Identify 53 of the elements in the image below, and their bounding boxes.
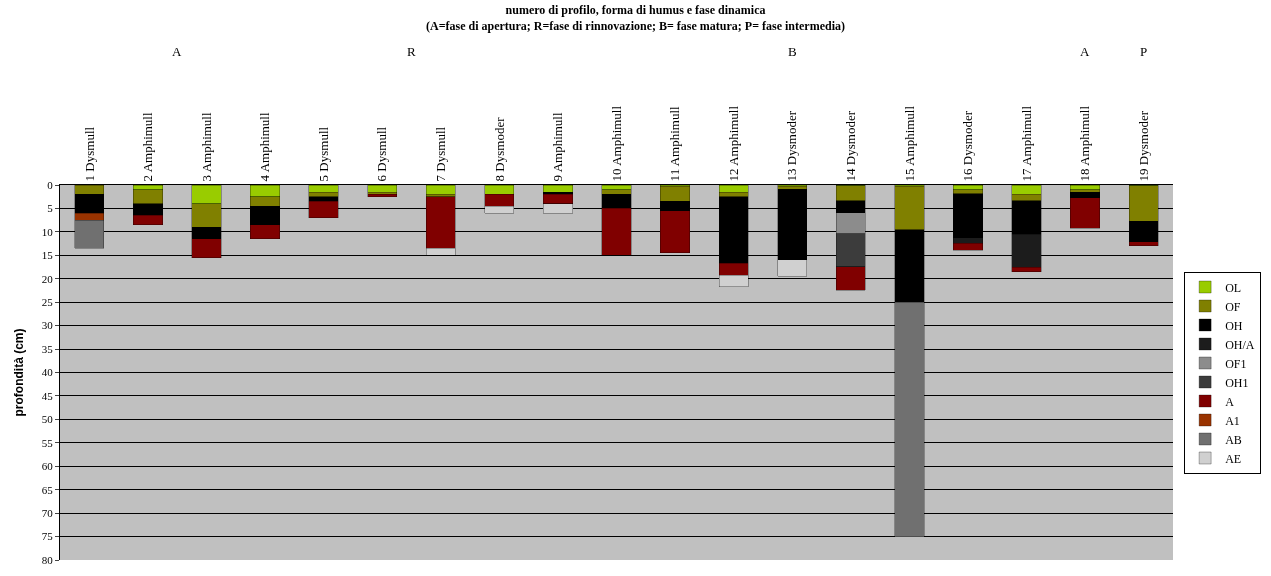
text: A xyxy=(1080,44,1090,59)
y-tick-label: 35 xyxy=(41,342,54,355)
x-tick-label: 11 Amphimull xyxy=(667,106,683,182)
x-tick-label: 10 Amphimull xyxy=(608,105,624,182)
x-tick-label: 8 Dysmoder xyxy=(491,116,507,182)
y-tick-label: 80 xyxy=(41,553,54,566)
y-tick-label: 70 xyxy=(41,506,54,519)
y-tick-label: 25 xyxy=(41,296,54,309)
x-tick-label: 7 Dysmull xyxy=(432,126,448,182)
legend-label: OF1 xyxy=(1225,356,1247,371)
x-tick-label: 3 Amphimull xyxy=(198,112,214,182)
x-tick-label: 2 Amphimull xyxy=(140,112,156,182)
x-tick-label: 18 Amphimull xyxy=(1077,105,1093,182)
y-tick-label: 75 xyxy=(41,530,54,543)
legend-label: A1 xyxy=(1225,413,1240,428)
legend-label: OL xyxy=(1225,280,1242,295)
y-axis-title: profondità (cm) xyxy=(12,328,27,417)
y-tick-label: 60 xyxy=(41,460,54,473)
y-tick-label: 55 xyxy=(41,436,54,449)
legend-label: AB xyxy=(1225,432,1242,447)
text: B xyxy=(788,44,797,59)
legend-label: OH xyxy=(1225,318,1243,333)
x-tick-label: 9 Amphimull xyxy=(550,112,566,182)
x-tick-label: 1 Dysmull xyxy=(81,126,97,182)
x-tick-label: 5 Dysmull xyxy=(315,126,331,182)
x-tick-label: 4 Amphimull xyxy=(257,112,273,182)
y-tick-label: 15 xyxy=(41,249,54,262)
text: R xyxy=(407,44,416,59)
x-tick-label: 6 Dysmull xyxy=(374,126,390,182)
x-tick-label: 16 Dysmoder xyxy=(960,110,976,182)
y-tick-label: 0 xyxy=(47,178,54,191)
text: A xyxy=(172,44,182,59)
x-tick-label: 14 Dysmoder xyxy=(843,110,859,182)
y-tick-label: 5 xyxy=(47,202,54,215)
legend-label: OH1 xyxy=(1225,375,1249,390)
y-tick-label: 30 xyxy=(41,319,54,332)
y-tick-label: 50 xyxy=(41,413,54,426)
x-tick-label: 19 Dysmoder xyxy=(1135,110,1151,182)
legend-label: A xyxy=(1225,394,1235,409)
legend-label: AE xyxy=(1225,451,1242,466)
x-tick-label: 17 Amphimull xyxy=(1018,105,1034,182)
chart-title: numero di profilo, forma di humus e fase dinamica (A=fase di apertura; R=fase di rinnovazione; B= fase matura; P= fase intermedia) xyxy=(426,3,845,33)
legend-label: OH/A xyxy=(1225,337,1255,352)
y-tick-label: 10 xyxy=(41,225,54,238)
y-tick-label: 65 xyxy=(41,483,54,496)
text: P xyxy=(1140,44,1148,59)
y-tick-label: 40 xyxy=(41,366,54,379)
y-tick-label: 20 xyxy=(41,272,54,285)
x-tick-label: 15 Amphimull xyxy=(901,105,917,182)
x-tick-label: 13 Dysmoder xyxy=(784,110,800,182)
x-tick-label: 12 Amphimull xyxy=(725,105,741,182)
y-tick-label: 45 xyxy=(41,389,54,402)
legend-label: OF xyxy=(1225,299,1241,314)
